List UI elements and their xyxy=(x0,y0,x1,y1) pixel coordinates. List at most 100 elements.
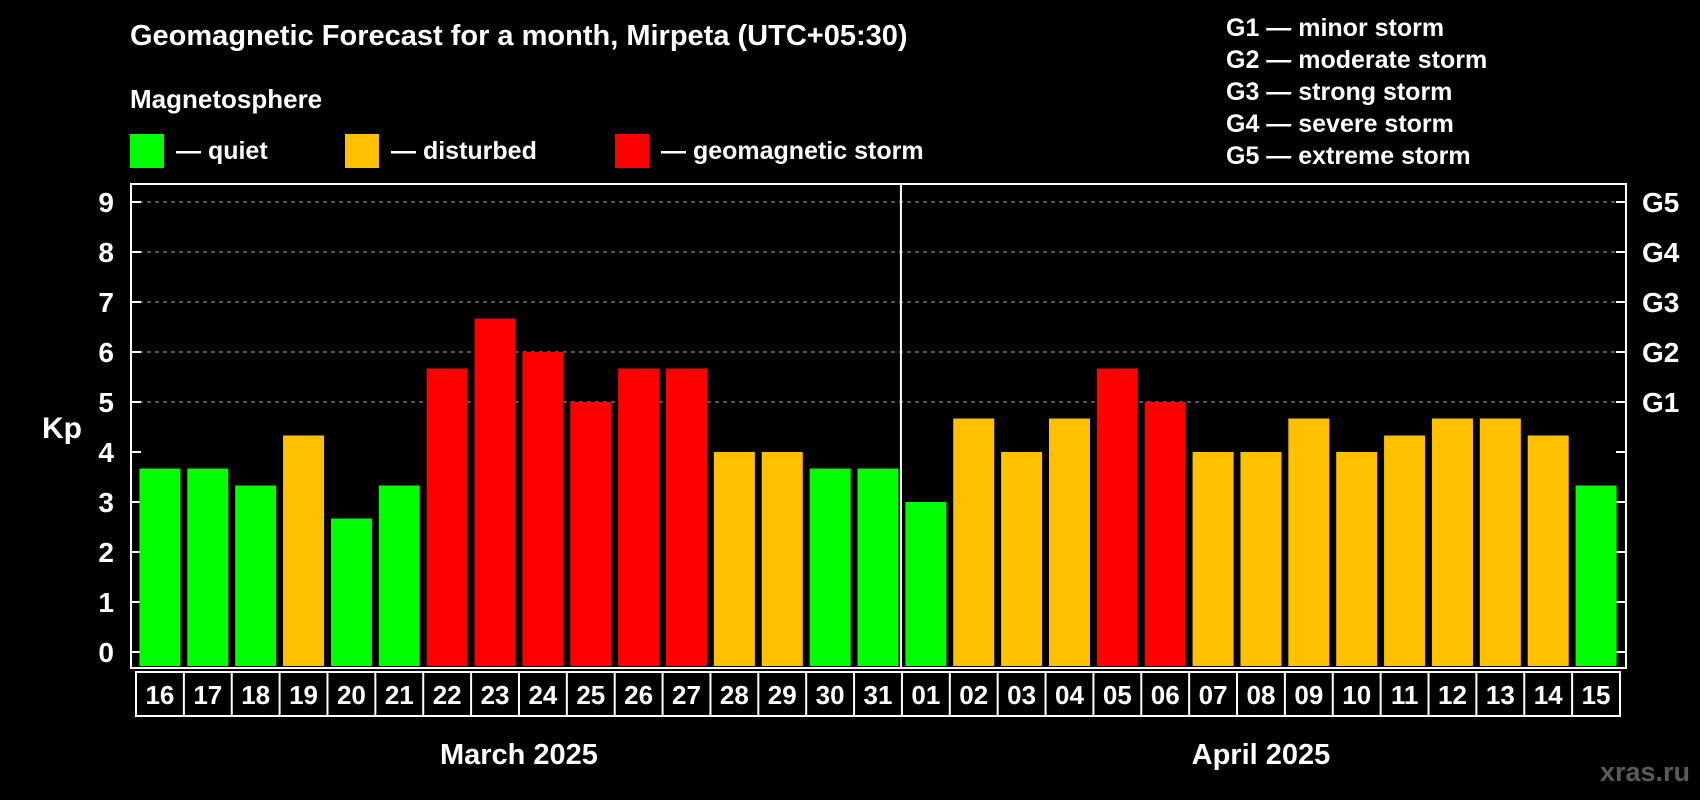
x-tick-label: 15 xyxy=(1582,680,1611,710)
g-tick-label: G5 xyxy=(1642,187,1679,218)
kp-bar xyxy=(1096,368,1138,666)
x-tick-label: 01 xyxy=(911,680,940,710)
legend-swatch-quiet xyxy=(130,134,164,168)
kp-bar xyxy=(713,452,755,666)
y-tick-label: 3 xyxy=(98,487,114,518)
kp-bar xyxy=(139,468,181,666)
kp-bar xyxy=(618,368,660,666)
kp-bar xyxy=(905,502,947,666)
g-scale-item-g2: G2 — moderate storm xyxy=(1226,46,1488,74)
g-scale-item-g4: G4 — severe storm xyxy=(1226,110,1454,138)
x-tick-label: 21 xyxy=(385,680,414,710)
x-tick-label: 22 xyxy=(433,680,462,710)
x-tick-label: 08 xyxy=(1247,680,1276,710)
kp-bar xyxy=(1575,485,1617,666)
kp-bar xyxy=(1336,452,1378,666)
kp-bar xyxy=(953,418,995,666)
y-tick-label: 0 xyxy=(98,637,114,668)
kp-bar xyxy=(474,318,516,666)
legend-swatch-storm xyxy=(615,134,649,168)
g-scale-item-g5: G5 — extreme storm xyxy=(1226,142,1471,170)
legend-label-disturbed: — disturbed xyxy=(391,136,537,165)
x-tick-label: 17 xyxy=(193,680,222,710)
x-tick-label: 31 xyxy=(864,680,893,710)
kp-bar xyxy=(666,368,708,666)
y-tick-label: 9 xyxy=(98,187,114,218)
kp-bar xyxy=(570,402,612,666)
x-tick-label: 12 xyxy=(1438,680,1467,710)
g-tick-label: G1 xyxy=(1642,387,1679,418)
x-tick-label: 10 xyxy=(1342,680,1371,710)
kp-bar xyxy=(1192,452,1234,666)
kp-bar xyxy=(426,368,468,666)
x-tick-label: 06 xyxy=(1151,680,1180,710)
x-tick-label: 09 xyxy=(1294,680,1323,710)
watermark: xras.ru xyxy=(1599,757,1690,787)
x-tick-label: 13 xyxy=(1486,680,1515,710)
kp-bar xyxy=(1384,435,1426,666)
x-tick-label: 29 xyxy=(768,680,797,710)
kp-bar xyxy=(1048,418,1090,666)
y-tick-label: 7 xyxy=(98,287,114,318)
kp-bar xyxy=(1527,435,1569,666)
kp-bar xyxy=(330,518,372,666)
x-tick-label: 28 xyxy=(720,680,749,710)
kp-bar xyxy=(1479,418,1521,666)
x-tick-label: 03 xyxy=(1007,680,1036,710)
legend-label-quiet: — quiet xyxy=(176,136,268,165)
x-tick-label: 26 xyxy=(624,680,653,710)
y-tick-label: 1 xyxy=(98,587,114,618)
x-tick-label: 19 xyxy=(289,680,318,710)
plot-frame xyxy=(130,183,1627,669)
x-tick-label: 18 xyxy=(241,680,270,710)
y-tick-label: 6 xyxy=(98,337,114,368)
kp-bar xyxy=(187,468,229,666)
g-scale-item-g3: G3 — strong storm xyxy=(1226,78,1453,106)
kp-bar xyxy=(283,435,325,666)
kp-bar xyxy=(761,452,803,666)
x-tick-label: 20 xyxy=(337,680,366,710)
legend-title: Magnetosphere xyxy=(130,84,323,114)
x-tick-label: 30 xyxy=(816,680,845,710)
x-tick-label: 25 xyxy=(576,680,605,710)
kp-bar xyxy=(1431,418,1473,666)
y-axis-label: Kp xyxy=(42,412,82,445)
month-label-april: April 2025 xyxy=(1192,739,1331,771)
legend-item-quiet: — quiet xyxy=(130,134,268,168)
y-tick-label: 2 xyxy=(98,537,114,568)
y-tick-label: 4 xyxy=(98,437,114,468)
g-scale-legend: G1 — minor storm G2 — moderate storm G3 … xyxy=(1226,12,1487,172)
x-tick-label: 04 xyxy=(1055,680,1084,710)
g-tick-label: G3 xyxy=(1642,287,1679,318)
x-tick-label: 23 xyxy=(481,680,510,710)
legend-item-storm: — geomagnetic storm xyxy=(615,134,924,168)
g-tick-label: G2 xyxy=(1642,337,1679,368)
kp-bar xyxy=(1240,452,1282,666)
legend-swatch-disturbed xyxy=(345,134,379,168)
kp-bar xyxy=(857,468,899,666)
kp-bar xyxy=(235,485,277,666)
chart-title: Geomagnetic Forecast for a month, Mirpet… xyxy=(130,20,908,52)
x-tick-label: 24 xyxy=(528,680,557,710)
x-tick-label: 02 xyxy=(959,680,988,710)
kp-bar xyxy=(1001,452,1043,666)
x-tick-label: 07 xyxy=(1199,680,1228,710)
y-tick-label: 5 xyxy=(98,387,114,418)
kp-bar xyxy=(378,485,420,666)
g-scale-item-g1: G1 — minor storm xyxy=(1226,14,1445,42)
x-tick-label: 05 xyxy=(1103,680,1132,710)
x-tick-label: 11 xyxy=(1391,680,1419,710)
x-tick-label: 16 xyxy=(145,680,174,710)
kp-bar xyxy=(522,352,564,666)
g-tick-label: G4 xyxy=(1642,237,1680,268)
y-tick-label: 8 xyxy=(98,237,114,268)
x-tick-label: 27 xyxy=(672,680,701,710)
kp-bar xyxy=(1144,402,1186,666)
legend-item-disturbed: — disturbed xyxy=(345,134,537,168)
date-label-strip xyxy=(135,671,1621,717)
kp-bar xyxy=(1288,418,1330,666)
kp-bar xyxy=(809,468,851,666)
x-tick-label: 14 xyxy=(1534,680,1563,710)
month-label-march: March 2025 xyxy=(440,739,598,771)
